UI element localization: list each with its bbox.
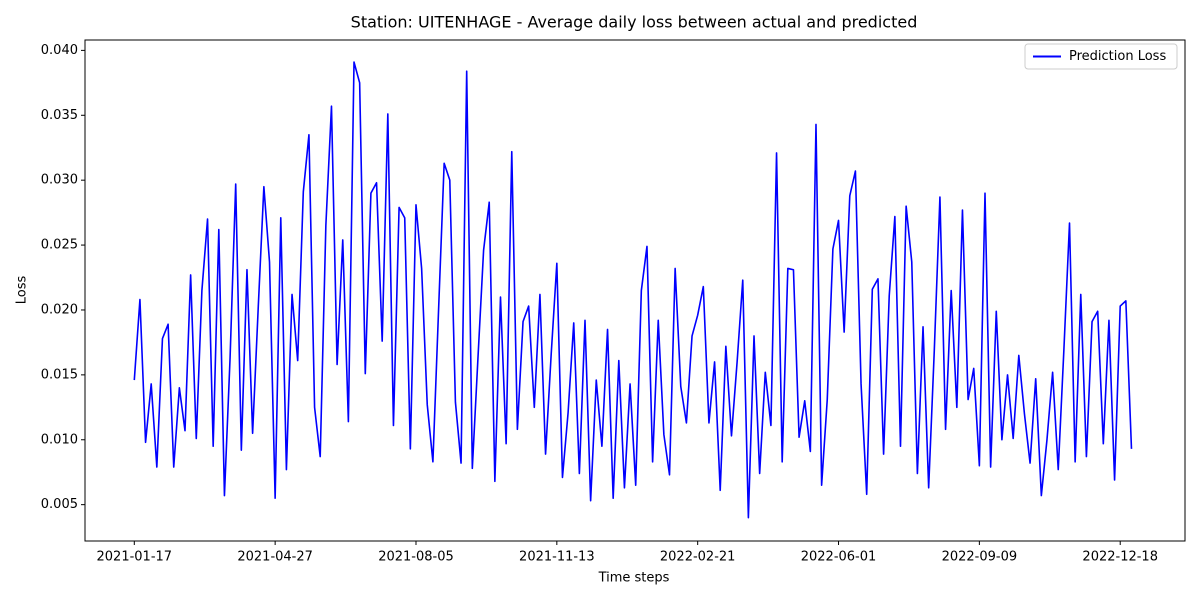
y-tick-label: 0.005 bbox=[41, 497, 78, 512]
x-tick-label: 2022-06-01 bbox=[801, 550, 877, 565]
y-tick-label: 0.015 bbox=[41, 367, 78, 382]
legend-box bbox=[1024, 43, 1178, 70]
x-tick-label: 2021-08-05 bbox=[378, 550, 454, 565]
x-tick-label: 2022-09-09 bbox=[942, 550, 1018, 565]
data-line bbox=[133, 61, 1133, 519]
x-axis-label: Time steps bbox=[598, 571, 670, 586]
plot-frame bbox=[84, 39, 1186, 542]
x-tick-label: 2021-01-17 bbox=[97, 550, 173, 565]
y-tick-label: 0.030 bbox=[41, 173, 78, 188]
y-tick-label: 0.025 bbox=[41, 238, 78, 253]
x-tick-label: 2021-11-13 bbox=[519, 550, 595, 565]
y-tick-label: 0.020 bbox=[41, 302, 78, 317]
y-tick-label: 0.035 bbox=[41, 108, 78, 123]
x-tick-label: 2022-12-18 bbox=[1082, 550, 1158, 565]
legend-label: Prediction Loss bbox=[1069, 49, 1166, 64]
x-tick-label: 2022-02-21 bbox=[660, 550, 736, 565]
y-tick-label: 0.040 bbox=[41, 43, 78, 58]
x-tick-label: 2021-04-27 bbox=[237, 550, 313, 565]
chart-title: Station: UITENHAGE - Average daily loss … bbox=[351, 13, 918, 32]
y-tick-label: 0.010 bbox=[41, 432, 78, 447]
y-axis-label: Loss bbox=[15, 276, 30, 305]
